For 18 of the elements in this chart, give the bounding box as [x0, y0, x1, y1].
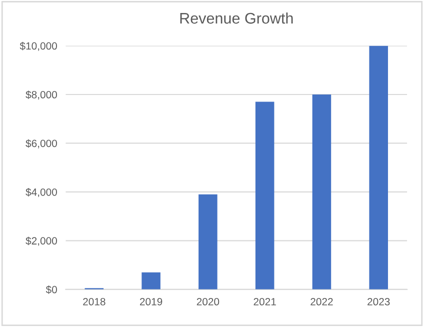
bar: [369, 46, 388, 290]
x-tick-label: 2020: [196, 298, 220, 306]
bar: [312, 94, 332, 290]
x-tick-label: 2018: [83, 298, 106, 306]
x-tick-label: 2023: [368, 298, 390, 306]
y-tick-label: $6,000: [26, 139, 57, 148]
bar: [198, 194, 218, 290]
x-tick-label: 2019: [140, 298, 162, 306]
bar: [255, 102, 274, 290]
y-tick-label: $10,000: [20, 42, 57, 51]
x-tick-label: 2022: [310, 298, 333, 306]
y-tick-label: $2,000: [26, 236, 57, 246]
bar: [142, 272, 160, 290]
y-tick-label: $0: [46, 285, 57, 294]
y-tick-label: $8,000: [26, 90, 57, 100]
chart-title: Revenue Growth: [180, 12, 293, 24]
y-tick-label: $4,000: [26, 188, 57, 198]
x-tick-label: 2021: [254, 298, 276, 306]
